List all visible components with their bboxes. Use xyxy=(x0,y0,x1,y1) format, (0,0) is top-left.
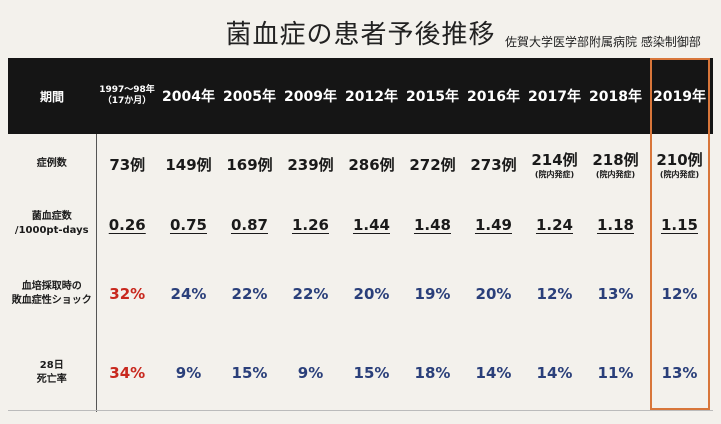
year-header: 2015年 xyxy=(406,89,459,105)
shock-value: 20% xyxy=(475,285,512,303)
rate-cell: 1.18 xyxy=(585,194,646,254)
year-header: 2012年 xyxy=(345,89,398,105)
rate-value: 1.49 xyxy=(474,215,512,234)
mortality-value: 9% xyxy=(297,364,324,382)
shock-value: 13% xyxy=(597,285,634,303)
mortality-row: 28日 死亡率 34% 9% 15% 9% 15% 18% 14% 14% 11… xyxy=(8,334,713,412)
mortality-value: 34% xyxy=(109,364,146,382)
mortality-value: 15% xyxy=(353,364,390,382)
cases-cell: 149例 xyxy=(158,134,219,194)
year-header: 2017年 xyxy=(528,89,581,105)
cases-note: (院内発症) xyxy=(534,169,575,179)
rate-cell: 0.87 xyxy=(219,194,280,254)
year-header: 2009年 xyxy=(284,89,337,105)
shock-value: 32% xyxy=(109,285,146,303)
year-header: 2005年 xyxy=(223,89,276,105)
shock-label: 血培採取時の 敗血症性ショック xyxy=(8,254,97,334)
rate-value: 0.26 xyxy=(108,215,146,234)
shock-value: 22% xyxy=(231,285,268,303)
mortality-value: 13% xyxy=(661,364,698,382)
page-subtitle: 佐賀大学医学部附属病院 感染制御部 xyxy=(505,35,701,49)
page-title: 菌血症の患者予後推移 xyxy=(0,14,721,51)
shock-value: 22% xyxy=(292,285,329,303)
mortality-value: 9% xyxy=(175,364,202,382)
rate-cell: 0.75 xyxy=(158,194,219,254)
header-row: 期間 1997〜98年 （17か月） 2004年 2005年 2009年 201… xyxy=(8,58,713,134)
mortality-label: 28日 死亡率 xyxy=(8,334,97,412)
cases-value: 73例 xyxy=(109,155,146,174)
cases-cell: 214例 (院内発症) xyxy=(524,134,585,194)
rate-label-line2: /1000pt-days xyxy=(14,225,89,236)
first-period-line2: （17か月） xyxy=(102,96,152,106)
mortality-value: 15% xyxy=(231,364,268,382)
rate-value: 1.15 xyxy=(660,215,698,234)
cases-cell: 273例 xyxy=(463,134,524,194)
shock-value: 24% xyxy=(170,285,207,303)
page-title-text: 菌血症の患者予後推移 xyxy=(225,20,496,50)
cases-value: 214例 xyxy=(531,150,578,169)
mortality-value: 11% xyxy=(597,364,634,382)
rate-label-line1: 菌血症数 xyxy=(31,211,72,222)
shock-label-line2: 敗血症性ショック xyxy=(11,295,92,306)
rate-value: 1.26 xyxy=(291,215,329,234)
cases-cell: 210例 (院内発症) xyxy=(646,134,713,194)
cases-value: 273例 xyxy=(470,155,517,174)
cases-note: (院内発症) xyxy=(659,169,700,179)
rate-value: 1.24 xyxy=(535,215,573,234)
cases-cell: 286例 xyxy=(341,134,402,194)
cases-row: 症例数 73例 149例 169例 239例 286例 272例 273例 21… xyxy=(8,134,713,194)
mortality-label-line2: 死亡率 xyxy=(36,374,67,385)
rate-label: 菌血症数 /1000pt-days xyxy=(8,194,97,254)
cases-label: 症例数 xyxy=(8,134,97,194)
year-header: 2004年 xyxy=(162,89,215,105)
outcome-table: 期間 1997〜98年 （17か月） 2004年 2005年 2009年 201… xyxy=(8,58,713,412)
rate-cell: 0.26 xyxy=(96,194,158,254)
cases-cell: 73例 xyxy=(96,134,158,194)
rate-cell: 1.49 xyxy=(463,194,524,254)
rate-value: 1.44 xyxy=(352,215,390,234)
rate-value: 0.75 xyxy=(169,215,207,234)
shock-value: 20% xyxy=(353,285,390,303)
period-header: 期間 xyxy=(39,89,64,104)
cases-value: 169例 xyxy=(226,155,273,174)
cases-value: 210例 xyxy=(656,150,703,169)
rate-value: 0.87 xyxy=(230,215,268,234)
cases-value: 239例 xyxy=(287,155,334,174)
shock-row: 血培採取時の 敗血症性ショック 32% 24% 22% 22% 20% 19% … xyxy=(8,254,713,334)
rate-cell: 1.48 xyxy=(402,194,463,254)
rate-cell: 1.26 xyxy=(280,194,341,254)
rate-value: 1.18 xyxy=(596,215,634,234)
mortality-value: 14% xyxy=(475,364,512,382)
cases-value: 286例 xyxy=(348,155,395,174)
rate-cell: 1.24 xyxy=(524,194,585,254)
shock-label-line1: 血培採取時の xyxy=(21,281,82,292)
first-period-header: 1997〜98年 （17か月） xyxy=(96,58,158,134)
bottom-divider xyxy=(8,410,713,411)
mortality-value: 18% xyxy=(414,364,451,382)
rate-value: 1.48 xyxy=(413,215,451,234)
first-period-line1: 1997〜98年 xyxy=(99,85,155,95)
rate-cell: 1.15 xyxy=(646,194,713,254)
cases-value: 218例 xyxy=(592,150,639,169)
year-header: 2016年 xyxy=(467,89,520,105)
mortality-value: 14% xyxy=(536,364,573,382)
cases-cell: 169例 xyxy=(219,134,280,194)
cases-value: 149例 xyxy=(165,155,212,174)
year-header: 2019年 xyxy=(653,89,706,105)
cases-cell: 239例 xyxy=(280,134,341,194)
rate-row: 菌血症数 /1000pt-days 0.26 0.75 0.87 1.26 1.… xyxy=(8,194,713,254)
rate-cell: 1.44 xyxy=(341,194,402,254)
shock-value: 12% xyxy=(661,285,698,303)
mortality-label-line1: 28日 xyxy=(39,360,64,371)
cases-cell: 272例 xyxy=(402,134,463,194)
cases-cell: 218例 (院内発症) xyxy=(585,134,646,194)
latest-year-highlight xyxy=(650,58,710,410)
cases-note: (院内発症) xyxy=(595,169,636,179)
cases-value: 272例 xyxy=(409,155,456,174)
shock-value: 19% xyxy=(414,285,451,303)
year-header: 2018年 xyxy=(589,89,642,105)
shock-value: 12% xyxy=(536,285,573,303)
